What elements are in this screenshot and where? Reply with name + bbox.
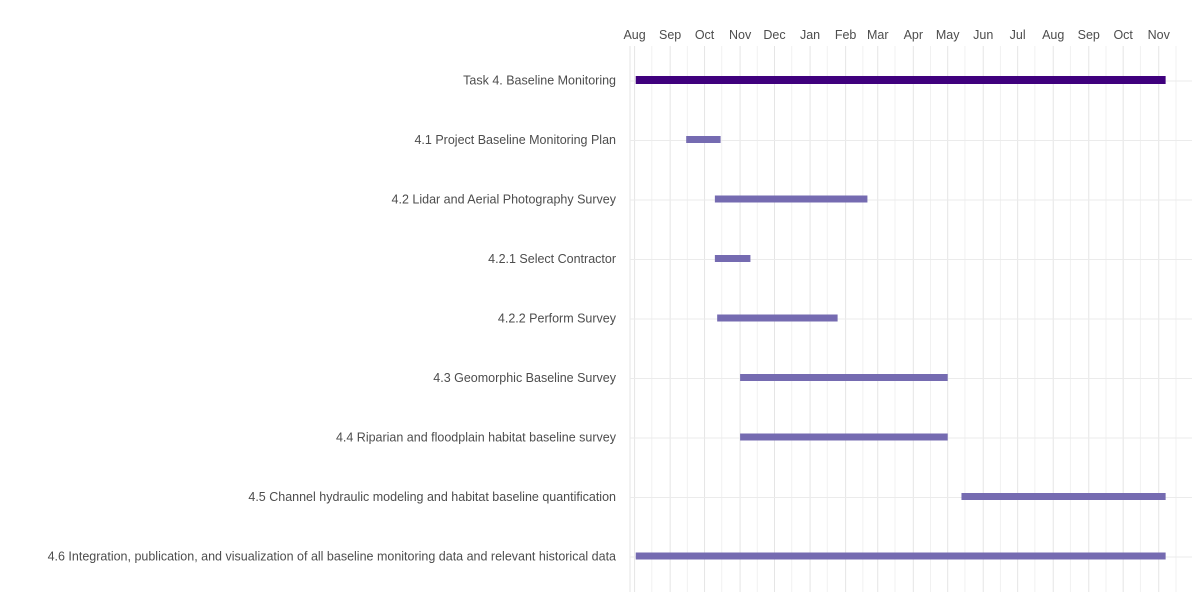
- task-label: Task 4. Baseline Monitoring: [463, 74, 616, 88]
- task-label: 4.4 Riparian and floodplain habitat base…: [336, 431, 617, 445]
- task-bar: [740, 374, 948, 381]
- x-tick-label: Dec: [763, 28, 785, 42]
- x-tick-label: Jan: [800, 28, 820, 42]
- task-labels: Task 4. Baseline Monitoring 4.1 Project B…: [48, 74, 617, 564]
- x-tick-label: Mar: [867, 28, 889, 42]
- x-tick-label: Jun: [973, 28, 993, 42]
- x-tick-label: Aug: [1042, 28, 1064, 42]
- x-tick-label: May: [936, 28, 960, 42]
- task-label: 4.6 Integration, publication, and visual…: [48, 550, 616, 564]
- task-label: 4.5 Channel hydraulic modeling and habit…: [248, 490, 616, 504]
- x-axis-tick-labels: Aug Sep Oct Nov Dec Jan Feb Mar Apr May Jun Jul Aug S…: [623, 28, 1170, 42]
- task-label: 4.2.2 Perform Survey: [498, 312, 617, 326]
- task-label: 4.3 Geomorphic Baseline Survey: [433, 371, 616, 385]
- x-tick-label: Sep: [659, 28, 681, 42]
- task-bar: [717, 314, 838, 322]
- task-label: 4.2 Lidar and Aerial Photography Survey: [392, 193, 617, 207]
- task-bars: [635, 76, 1166, 560]
- x-tick-label: Sep: [1078, 28, 1100, 42]
- task-bar: [714, 255, 751, 262]
- x-tick-label: Oct: [695, 28, 715, 42]
- task-bar: [740, 433, 948, 441]
- x-tick-label: Apr: [904, 28, 923, 42]
- x-tick-label: Nov: [1148, 28, 1171, 42]
- x-tick-label: Nov: [729, 28, 752, 42]
- x-tick-label: Feb: [835, 28, 857, 42]
- x-tick-label: Jul: [1010, 28, 1026, 42]
- task-label: 4.2.1 Select Contractor: [488, 252, 616, 266]
- task-label: 4.1 Project Baseline Monitoring Plan: [414, 133, 616, 147]
- task-bar: [961, 493, 1166, 500]
- grid-lines: [629, 46, 1192, 592]
- task-bar: [686, 136, 721, 143]
- task-bar: [635, 76, 1166, 84]
- x-tick-label: Aug: [623, 28, 645, 42]
- task-bar: [714, 195, 868, 203]
- x-tick-label: Oct: [1113, 28, 1133, 42]
- task-bar: [635, 552, 1166, 560]
